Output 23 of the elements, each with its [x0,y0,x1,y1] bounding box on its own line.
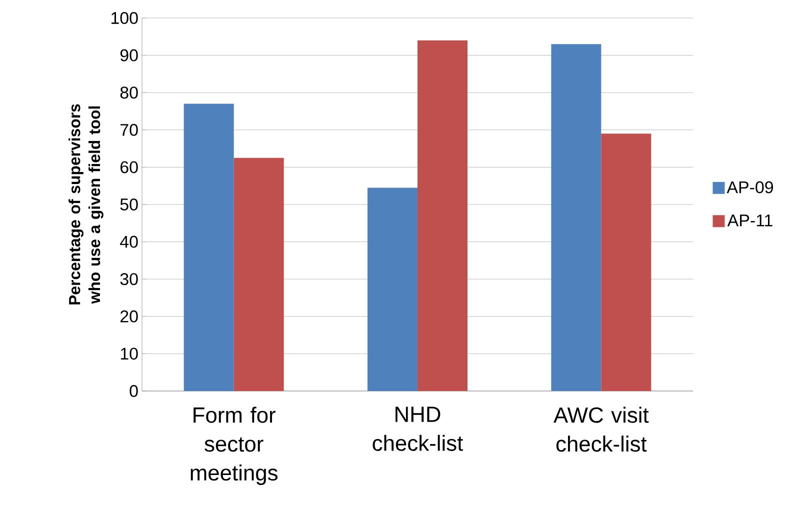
bar [184,104,234,391]
y-axis-title: Percentage of supervisors who use a given field tool [68,104,104,304]
y-tick-label: 0 [130,385,138,397]
bar [368,188,418,391]
y-tick-label: 30 [120,273,138,286]
y-tick-label: 100 [112,12,138,24]
legend-label: AP-09 [726,181,773,194]
y-tick-label: 90 [120,49,138,62]
x-tick-label: NHD check-list [372,406,464,451]
y-tick-label: 20 [120,310,138,322]
y-tick-label: 40 [120,236,138,248]
bar [418,40,468,391]
y-tick-label: 70 [120,124,138,136]
y-tick-label: 50 [120,198,138,210]
bar [234,158,284,391]
bar [601,134,652,391]
y-tick-label: 80 [120,86,138,99]
bar [551,44,602,391]
x-tick-label: Form for sector meetings [190,406,278,485]
x-tick-label: AWC visit check-list [554,406,649,452]
y-tick-label: 60 [120,161,138,174]
y-tick-label: 10 [120,348,138,360]
legend-label: AP-11 [727,214,772,226]
